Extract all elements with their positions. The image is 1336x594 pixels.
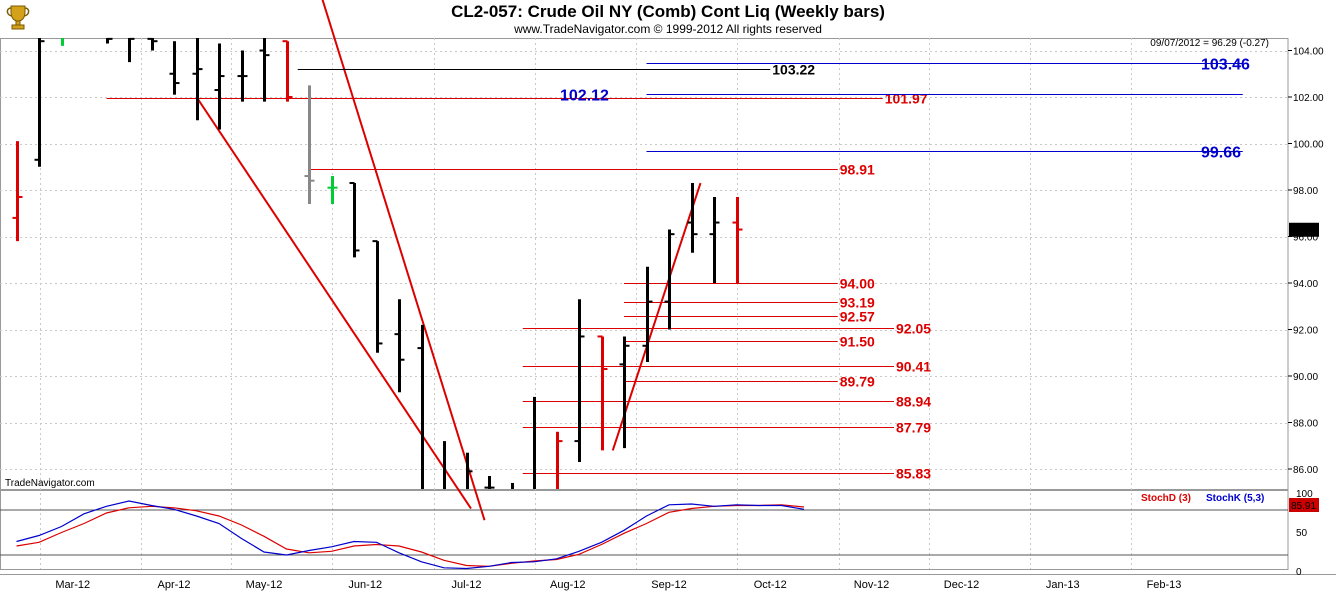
- level-label: 92.05: [896, 321, 931, 337]
- ohlc-bar: [349, 182, 360, 258]
- ohlc-bar: [12, 141, 23, 242]
- ohlc-bar: [642, 266, 653, 363]
- ohlc-bar: [106, 37, 113, 44]
- level-label: 94.00: [840, 276, 875, 292]
- ohlc-bar: [466, 452, 473, 489]
- level-label: 87.79: [896, 420, 931, 436]
- price-tick-label: 90.00: [1293, 372, 1318, 383]
- stoch-panel-frame: [0, 490, 1289, 570]
- blue-level-label: 103.46: [1201, 57, 1250, 74]
- trophy-icon: [6, 5, 30, 30]
- ohlc-bar: [619, 336, 630, 449]
- level-label: 93.19: [840, 295, 875, 311]
- grid-lines: [0, 38, 1336, 575]
- month-axis: Mar-12 Apr-12 May-12 Jun-12 Jul-12 Aug-12 Sep-…: [5, 478, 1181, 591]
- chart-title: CL2-057: Crude Oil NY (Comb) Cont Liq (W…: [451, 2, 885, 21]
- ohlc-bar: [597, 335, 608, 451]
- chart-header: CL2-057: Crude Oil NY (Comb) Cont Liq (W…: [0, 0, 1336, 38]
- level-label: 88.94: [896, 394, 931, 410]
- month-label: Dec-12: [944, 579, 979, 591]
- ohlc-bar: [732, 196, 743, 283]
- ohlc-bar: [237, 50, 248, 102]
- stoch-d-label: StochD (3): [1141, 493, 1191, 504]
- month-label: Mar-12: [55, 579, 90, 591]
- stoch-d-line: [16, 504, 805, 567]
- price-axis: 104.00 102.00 100.00 98.00 96.00 94.00 92.00 90…: [1150, 38, 1324, 476]
- level-label: 91.50: [840, 334, 875, 350]
- ohlc-bar: [327, 176, 338, 204]
- watermark-text: TradeNavigator.com: [5, 478, 95, 489]
- ohlc-bar: [484, 475, 495, 489]
- ohlc-bar: [34, 38, 45, 167]
- ohlc-bar: [128, 37, 135, 63]
- last-price-box: [1289, 222, 1319, 237]
- blue-level-label: 102.12: [560, 88, 609, 105]
- ohlc-bar: [709, 196, 720, 283]
- level-label: 98.91: [840, 162, 875, 178]
- price-bars: [12, 37, 743, 489]
- level-label: 92.57: [840, 309, 875, 325]
- ohlc-bar: [147, 37, 158, 51]
- month-label: Oct-12: [754, 579, 787, 591]
- stochastic-panel: StochD (3) StochK (5,3) 100 50 0 85.91: [0, 489, 1319, 578]
- price-tick-label: 104.00: [1293, 47, 1324, 58]
- price-tick-label: 92.00: [1293, 326, 1318, 337]
- level-label: 85.83: [896, 466, 931, 482]
- level-label: 90.41: [896, 359, 931, 375]
- month-label: Jan-13: [1046, 579, 1080, 591]
- stoch-tick-label: 0: [1296, 567, 1302, 578]
- month-label: May-12: [246, 579, 283, 591]
- stoch-tick-label: 50: [1296, 528, 1308, 539]
- month-label: Aug-12: [550, 579, 585, 591]
- stoch-value-label: 85.91: [1291, 501, 1316, 512]
- level-label: 103.22: [772, 62, 815, 78]
- month-label: Feb-13: [1147, 579, 1182, 591]
- price-tick-label: 96.00: [1293, 233, 1318, 244]
- month-label: Nov-12: [854, 579, 889, 591]
- ohlc-bar: [259, 38, 270, 102]
- price-tick-label: 86.00: [1293, 465, 1318, 476]
- ohlc-bar: [556, 431, 563, 489]
- ohlc-bar: [687, 183, 698, 253]
- trendline: [195, 96, 472, 510]
- month-label: Sep-12: [651, 579, 686, 591]
- ohlc-bar: [169, 41, 180, 95]
- stoch-tick-label: 100: [1296, 489, 1313, 500]
- stoch-value-box: [1289, 498, 1319, 512]
- price-tick-label: 102.00: [1293, 93, 1324, 104]
- price-panel-frame: [0, 38, 1289, 490]
- stoch-k-label: StochK (5,3): [1206, 493, 1264, 504]
- blue-level-label: 99.66: [1201, 145, 1241, 162]
- ohlc-bar: [574, 299, 585, 463]
- ohlc-bar: [394, 299, 405, 393]
- ohlc-bar: [282, 40, 293, 102]
- level-label: 89.79: [840, 374, 875, 390]
- price-tick-label: 100.00: [1293, 140, 1324, 151]
- price-tick-label: 88.00: [1293, 419, 1318, 430]
- ohlc-bar: [304, 85, 315, 204]
- stoch-k-line: [16, 500, 805, 570]
- last-price-label: 96.29: [1291, 226, 1316, 237]
- price-tick-label: 98.00: [1293, 186, 1318, 197]
- price-tick-label: 94.00: [1293, 279, 1318, 290]
- ohlc-bar: [664, 229, 675, 330]
- ohlc-bar: [417, 324, 424, 489]
- price-readout: 09/07/2012 = 96.29 (-0.27): [1150, 38, 1269, 49]
- ohlc-bar: [192, 38, 203, 121]
- level-label: 101.97: [885, 91, 928, 107]
- ohlc-bar: [372, 240, 383, 353]
- copyright-text: www.TradeNavigator.com © 1999-2012 All r…: [514, 22, 822, 36]
- trendline: [321, 0, 486, 521]
- month-label: Apr-12: [157, 579, 190, 591]
- month-label: Jun-12: [348, 579, 382, 591]
- month-label: Jul-12: [452, 579, 482, 591]
- ohlc-bar: [214, 43, 225, 130]
